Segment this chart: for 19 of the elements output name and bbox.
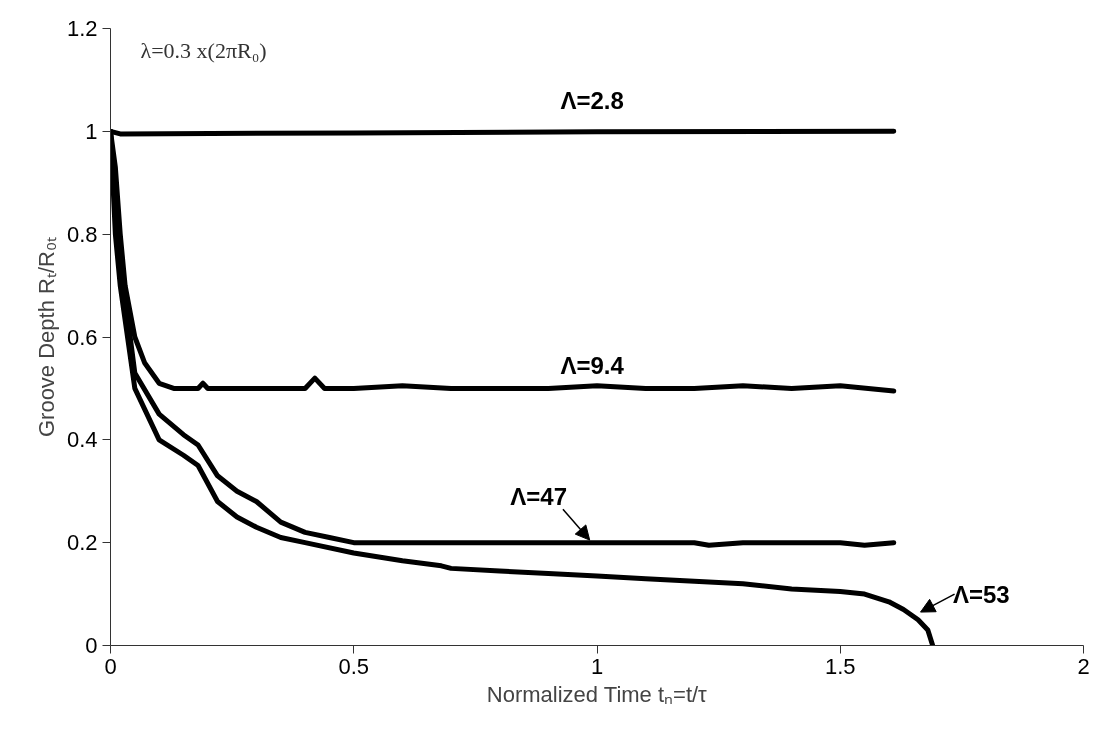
y-axis-title: Groove Depth Rₜ/R₀ₜ — [33, 236, 59, 438]
y-tick-label: 0.6 — [66, 324, 98, 350]
y-tick-label: 0.2 — [66, 530, 98, 556]
series-label: Λ=2.8 — [560, 86, 624, 114]
y-tick-label: 0 — [85, 633, 98, 658]
x-axis-title: Normalized Time tₙ=t/τ — [486, 681, 708, 707]
y-tick-label: 1 — [85, 118, 98, 144]
x-tick-label: 1 — [590, 653, 604, 679]
x-tick-label: 2 — [1077, 653, 1090, 679]
y-tick-label: 0.4 — [66, 427, 98, 453]
y-tick-label: 1.2 — [66, 16, 98, 41]
legend-label: Λ=53 — [952, 580, 1010, 608]
series-label: Λ=47 — [510, 482, 567, 510]
series-label: Λ=9.4 — [560, 351, 625, 379]
x-tick-label: 0 — [104, 653, 117, 679]
x-tick-label: 1.5 — [824, 653, 856, 679]
y-tick-label: 0.8 — [66, 221, 98, 247]
annotation: λ=0.3 x(2πR₀) — [140, 38, 267, 63]
x-tick-label: 0.5 — [338, 653, 370, 679]
